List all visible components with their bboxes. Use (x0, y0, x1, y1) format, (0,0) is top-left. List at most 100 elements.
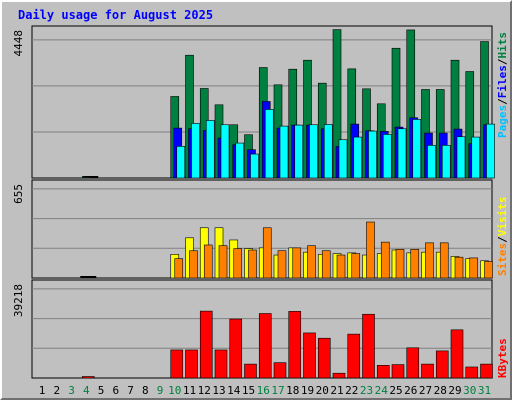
x-tick-label: 8 (142, 384, 149, 397)
bar-pages (86, 176, 99, 178)
bar-sites (380, 241, 390, 279)
legend-visits: Visits (496, 197, 509, 237)
x-tick-label: 3 (68, 384, 75, 397)
bar-kbytes (465, 366, 479, 379)
bar-sites (292, 247, 302, 279)
bar-pages (220, 124, 230, 179)
x-tick-label: 26 (404, 384, 417, 397)
bar-sites (203, 244, 213, 279)
bar-kbytes (244, 363, 257, 379)
bar-pages (264, 109, 274, 179)
x-tick-label: 1 (39, 384, 46, 397)
bar-pages (441, 145, 451, 179)
bar-sites (366, 221, 375, 279)
x-tick-label: 10 (168, 384, 181, 397)
bar-pages (412, 119, 422, 179)
bar-kbytes (229, 318, 243, 379)
x-tick-label: 4 (83, 384, 90, 397)
x-tick-label: 18 (286, 384, 299, 397)
bar-pages (456, 136, 466, 179)
bar-sites (174, 258, 184, 279)
bar-pages (323, 124, 333, 179)
bar-pages (353, 136, 363, 179)
bar-pages (338, 139, 348, 179)
bar-pages (486, 123, 495, 179)
bar-kbytes (332, 372, 346, 379)
bar-kbytes (362, 313, 375, 379)
bar-pages (309, 124, 318, 179)
bar-pages (176, 146, 186, 179)
legend-kbytes: KBytes (496, 338, 509, 378)
bar-kbytes (81, 376, 95, 379)
x-tick-label: 12 (198, 384, 211, 397)
bar-kbytes (288, 311, 302, 379)
x-tick-label: 22 (345, 384, 358, 397)
bar-pages (382, 134, 392, 179)
bar-sites (351, 253, 361, 279)
bar-sites (410, 248, 420, 279)
bar-pages (471, 136, 481, 179)
bar-kbytes (376, 364, 390, 379)
x-tick-label: 23 (360, 384, 373, 397)
x-tick-label: 25 (389, 384, 402, 397)
x-tick-label: 15 (242, 384, 255, 397)
bar-sites (321, 250, 331, 279)
x-tick-label: 7 (127, 384, 134, 397)
bar-sites (233, 248, 243, 279)
legend-files: Files (496, 65, 509, 98)
bar-pages (368, 130, 377, 179)
bar-sites (395, 248, 405, 279)
x-tick-label: 19 (301, 384, 314, 397)
x-tick-label: 6 (112, 384, 119, 397)
bar-sites (469, 257, 479, 279)
bar-sites (336, 254, 346, 279)
bar-pages (427, 145, 436, 179)
bar-kbytes (391, 364, 405, 379)
x-tick-label: 27 (419, 384, 432, 397)
panel-kbytes: 39218 (12, 279, 493, 379)
bar-sites (277, 250, 287, 279)
x-tick-label: 29 (448, 384, 461, 397)
bar-kbytes (185, 349, 198, 379)
x-tick-label: 17 (271, 384, 284, 397)
x-tick-label: 5 (98, 384, 105, 397)
bar-kbytes (435, 350, 449, 379)
x-tick-label: 20 (316, 384, 329, 397)
bar-sites (248, 249, 257, 279)
panel-hits-files-pages: 4448 (12, 25, 495, 179)
bar-pages (397, 128, 407, 179)
bar-sites (454, 256, 464, 279)
panel-sites-visits: 655 (12, 179, 493, 279)
bar-kbytes (421, 363, 434, 379)
bar-sites (484, 261, 493, 279)
bar-pages (191, 123, 200, 179)
x-tick-label: 21 (330, 384, 343, 397)
x-tick-label: 9 (157, 384, 164, 397)
x-tick-label: 24 (375, 384, 389, 397)
bar-kbytes (258, 313, 272, 379)
legend-sites-panel: Sites/Visits (496, 197, 509, 277)
bar-kbytes (273, 362, 287, 379)
bar-pages (205, 120, 215, 179)
bar-pages (279, 125, 289, 179)
bar-kbytes (170, 349, 184, 379)
bar-kbytes (480, 363, 493, 379)
x-tick-label: 11 (183, 384, 196, 397)
bar-sites (218, 245, 228, 279)
legend-pages: Pages (496, 105, 509, 138)
y-max-label: 655 (12, 184, 25, 204)
bar-kbytes (347, 333, 361, 379)
legend-sites: Sites (496, 243, 509, 276)
bar-sites (425, 242, 434, 279)
bar-pages (250, 153, 259, 179)
y-max-label: 4448 (12, 30, 25, 57)
x-tick-label: 13 (212, 384, 225, 397)
bar-pages (235, 142, 245, 179)
bar-kbytes (214, 349, 228, 379)
bar-kbytes (317, 337, 331, 379)
bar-sites (189, 250, 198, 279)
bar-sites (84, 276, 97, 278)
x-tick-label: 2 (53, 384, 60, 397)
bar-sites (262, 227, 272, 279)
x-tick-label: 31 (478, 384, 491, 397)
